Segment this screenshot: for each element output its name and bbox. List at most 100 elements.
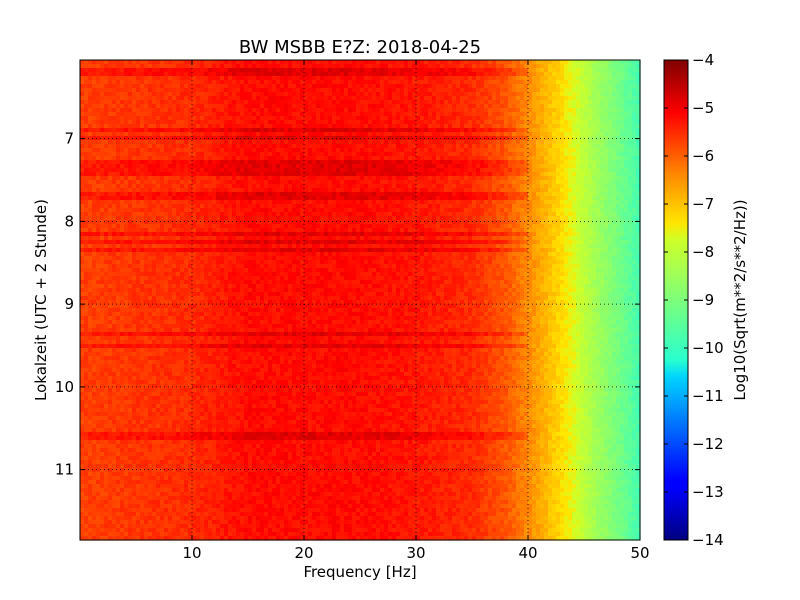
heatmap-cell bbox=[468, 156, 473, 161]
heatmap-cell bbox=[156, 60, 161, 65]
heatmap-cell bbox=[316, 120, 321, 125]
heatmap-cell bbox=[396, 60, 401, 65]
heatmap-cell bbox=[248, 60, 253, 65]
heatmap-cell bbox=[272, 156, 277, 161]
heatmap-cell bbox=[264, 100, 269, 105]
heatmap-cell bbox=[156, 152, 161, 157]
heatmap-cell bbox=[520, 168, 525, 173]
heatmap-cell bbox=[192, 176, 197, 181]
heatmap-cell bbox=[132, 100, 137, 105]
heatmap-cell bbox=[496, 72, 501, 77]
heatmap-cell bbox=[168, 60, 173, 65]
heatmap-cell bbox=[344, 168, 349, 173]
heatmap-cell bbox=[356, 196, 361, 201]
heatmap-cell bbox=[548, 160, 553, 165]
heatmap-cell bbox=[172, 140, 177, 145]
heatmap-cell bbox=[604, 68, 609, 73]
heatmap-cell bbox=[128, 188, 133, 193]
heatmap-cell bbox=[352, 136, 357, 141]
heatmap-cell bbox=[308, 84, 313, 89]
heatmap-cell bbox=[472, 100, 477, 105]
heatmap-cell bbox=[276, 156, 281, 161]
heatmap-cell bbox=[200, 184, 205, 189]
heatmap-cell bbox=[256, 92, 261, 97]
heatmap-cell bbox=[88, 140, 93, 145]
heatmap-cell bbox=[364, 112, 369, 117]
heatmap-cell bbox=[492, 136, 497, 141]
heatmap-cell bbox=[368, 132, 373, 137]
heatmap-cell bbox=[112, 128, 117, 133]
heatmap-cell bbox=[400, 80, 405, 85]
heatmap-cell bbox=[480, 116, 485, 121]
heatmap-cell bbox=[272, 196, 277, 201]
heatmap-cell bbox=[636, 84, 641, 89]
heatmap-cell bbox=[352, 128, 357, 133]
heatmap-cell bbox=[444, 108, 449, 113]
heatmap-cell bbox=[96, 168, 101, 173]
heatmap-cell bbox=[92, 128, 97, 133]
heatmap-cell bbox=[92, 124, 97, 129]
heatmap-cell bbox=[360, 176, 365, 181]
heatmap-cell bbox=[508, 116, 513, 121]
heatmap-cell bbox=[340, 84, 345, 89]
heatmap-cell bbox=[584, 120, 589, 125]
heatmap-cell bbox=[504, 176, 509, 181]
heatmap-cell bbox=[400, 64, 405, 69]
heatmap-cell bbox=[512, 124, 517, 129]
heatmap-cell bbox=[628, 156, 633, 161]
heatmap-cell bbox=[140, 80, 145, 85]
heatmap-cell bbox=[572, 160, 577, 165]
heatmap-cell bbox=[508, 92, 513, 97]
heatmap-cell bbox=[292, 116, 297, 121]
heatmap-cell bbox=[476, 68, 481, 73]
heatmap-cell bbox=[340, 64, 345, 69]
heatmap-cell bbox=[316, 188, 321, 193]
heatmap-cell bbox=[528, 76, 533, 81]
heatmap-cell bbox=[268, 188, 273, 193]
heatmap-cell bbox=[608, 140, 613, 145]
heatmap-cell bbox=[200, 180, 205, 185]
heatmap-cell bbox=[112, 172, 117, 177]
heatmap-cell bbox=[608, 188, 613, 193]
heatmap-cell bbox=[184, 192, 189, 197]
heatmap-cell bbox=[624, 140, 629, 145]
heatmap-cell bbox=[576, 80, 581, 85]
heatmap-cell bbox=[348, 140, 353, 145]
heatmap-cell bbox=[440, 128, 445, 133]
heatmap-cell bbox=[636, 160, 641, 165]
heatmap-cell bbox=[172, 196, 177, 201]
heatmap-cell bbox=[96, 60, 101, 65]
heatmap-cell bbox=[528, 156, 533, 161]
heatmap-cell bbox=[104, 104, 109, 109]
heatmap-cell bbox=[292, 156, 297, 161]
heatmap-cell bbox=[296, 120, 301, 125]
heatmap-cell bbox=[584, 148, 589, 153]
heatmap-cell bbox=[196, 104, 201, 109]
heatmap-cell bbox=[136, 136, 141, 141]
heatmap-cell bbox=[188, 116, 193, 121]
heatmap-cell bbox=[560, 168, 565, 173]
heatmap-cell bbox=[480, 132, 485, 137]
heatmap-cell bbox=[244, 152, 249, 157]
heatmap-cell bbox=[428, 120, 433, 125]
heatmap-cell bbox=[352, 108, 357, 113]
heatmap-cell bbox=[228, 140, 233, 145]
heatmap-cell bbox=[472, 152, 477, 157]
heatmap-cell bbox=[272, 104, 277, 109]
heatmap-cell bbox=[88, 120, 93, 125]
heatmap-cell bbox=[288, 116, 293, 121]
heatmap-cell bbox=[204, 176, 209, 181]
heatmap-cell bbox=[152, 88, 157, 93]
heatmap-cell bbox=[244, 196, 249, 201]
heatmap-cell bbox=[232, 80, 237, 85]
heatmap-cell bbox=[376, 156, 381, 161]
heatmap-cell bbox=[368, 188, 373, 193]
heatmap-cell bbox=[112, 124, 117, 129]
heatmap-cell bbox=[148, 148, 153, 153]
heatmap-cell bbox=[216, 84, 221, 89]
heatmap-cell bbox=[600, 76, 605, 81]
heatmap-cell bbox=[236, 64, 241, 69]
heatmap-cell bbox=[132, 160, 137, 165]
heatmap-cell bbox=[260, 96, 265, 101]
heatmap-cell bbox=[448, 72, 453, 77]
